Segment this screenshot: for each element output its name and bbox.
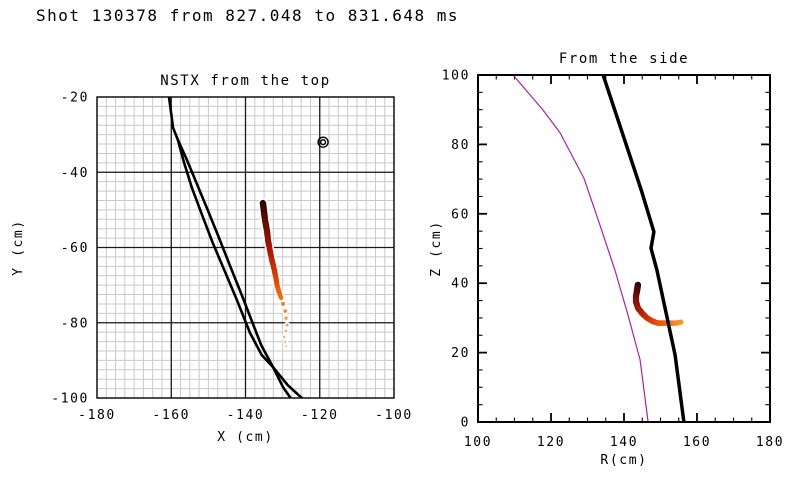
tick-label: 0	[461, 416, 470, 431]
tick-label: 100	[442, 69, 470, 84]
plot-frame	[477, 74, 771, 423]
tick-label: -140	[227, 408, 265, 423]
tick-label: -40	[61, 166, 89, 181]
plot-area	[512, 75, 686, 422]
x-tick-labels: 100 120 140 160 180	[464, 435, 784, 450]
y-tick-labels: 0 20 40 60 80 100	[442, 69, 470, 431]
plot-title: NSTX from the top	[160, 73, 331, 89]
y-tick-labels: -100 -80 -60 -40 -20	[51, 91, 89, 407]
plot-frame	[96, 96, 395, 399]
plot-title: From the side	[559, 51, 689, 67]
grid-major	[97, 97, 394, 398]
top-view-plot: NSTX from the top X (cm) Y (cm) -180 -160 -14…	[11, 73, 413, 445]
tick-label: 80	[451, 138, 470, 153]
side-view-plot: From the side R(cm) Z (cm) 100 120 140 160 180 0…	[429, 51, 784, 468]
x-axis-label: R(cm)	[600, 453, 647, 468]
tick-label: -100	[51, 392, 89, 407]
double-circle-marker	[317, 136, 329, 148]
wall-outline	[176, 138, 293, 398]
tick-label: 120	[537, 435, 565, 450]
axis-ticks	[477, 74, 771, 423]
tick-label: 180	[756, 435, 784, 450]
wall-outline	[512, 75, 649, 422]
tick-label: 40	[451, 277, 470, 292]
x-tick-labels: -180 -160 -140 -120 -100	[78, 408, 413, 423]
x-axis-label: X (cm)	[217, 430, 274, 445]
particle-trajectory	[259, 199, 289, 348]
tick-label: -100	[375, 408, 413, 423]
tick-label: -80	[61, 316, 89, 331]
plot-area	[167, 97, 329, 398]
tick-label: -20	[61, 91, 89, 106]
tick-label: 160	[683, 435, 711, 450]
tick-label: -160	[152, 408, 190, 423]
tick-label: -180	[78, 408, 116, 423]
wall-outline	[601, 75, 686, 422]
tick-label: 20	[451, 346, 470, 361]
tick-label: 140	[610, 435, 638, 450]
particle-trajectory	[632, 281, 684, 326]
tick-label: -60	[61, 241, 89, 256]
y-axis-label: Y (cm)	[11, 219, 26, 276]
tick-label: -120	[301, 408, 339, 423]
y-axis-label: Z (cm)	[429, 220, 444, 277]
main-title: Shot 130378 from 827.048 to 831.648 ms	[36, 6, 460, 25]
tick-label: 60	[451, 207, 470, 222]
tick-label: 100	[464, 435, 492, 450]
